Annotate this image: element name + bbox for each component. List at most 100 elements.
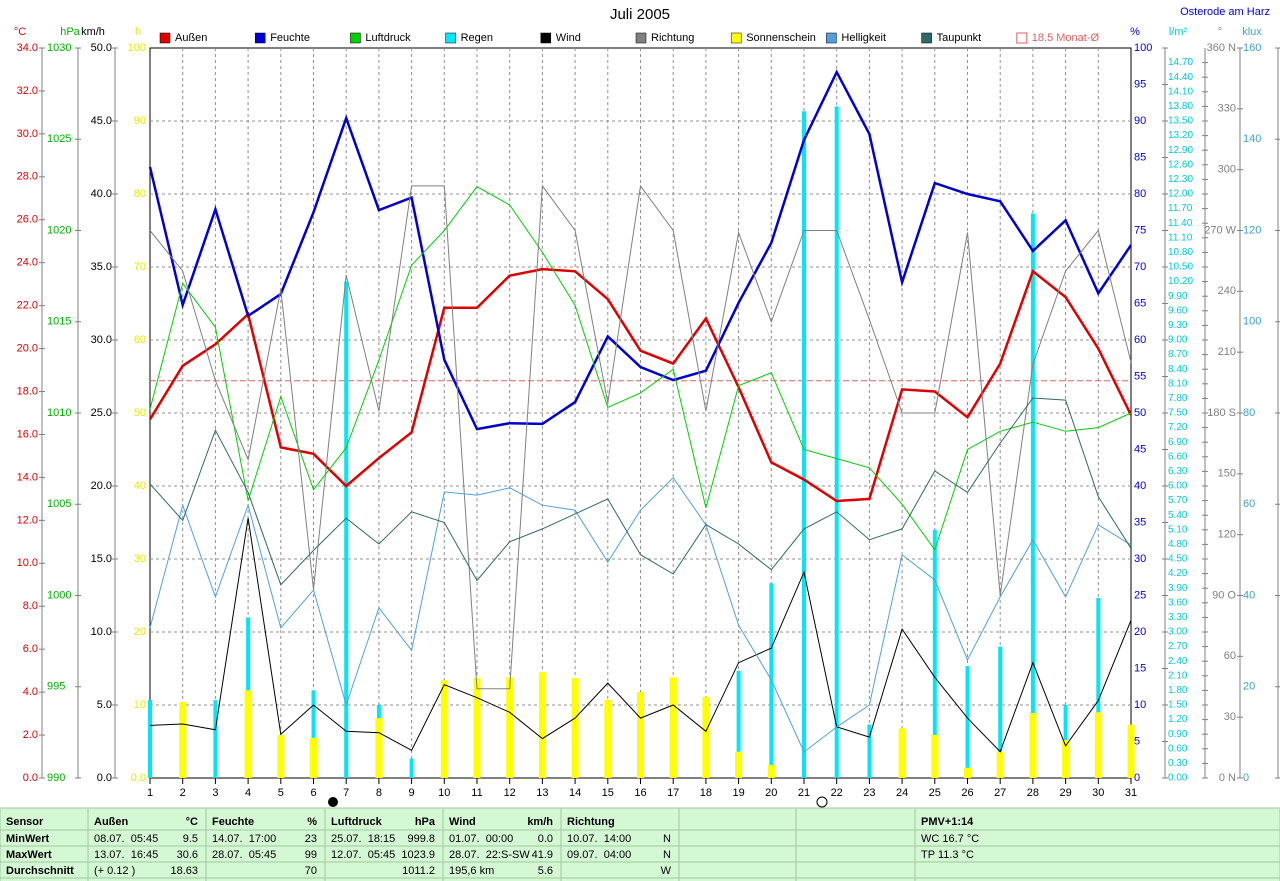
y-tick-label: 0.0 (131, 772, 146, 784)
table-cell: Wind (449, 816, 476, 828)
y-tick-label: 140 (1243, 133, 1261, 145)
y-tick-label: 2.10 (1168, 670, 1188, 681)
y-tick-label: 0.0 (97, 772, 112, 784)
y-tick-label: 1005 (47, 498, 71, 510)
bar (637, 691, 644, 778)
y-tick-label: 10 (134, 699, 146, 711)
bar (1094, 712, 1102, 778)
series-line (148, 69, 1133, 431)
bar (213, 700, 218, 778)
y-tick-label: 2.40 (1168, 656, 1188, 667)
y-tick-label: 35.0 (91, 261, 112, 273)
series-line (149, 186, 1132, 551)
bar (344, 281, 349, 778)
y-tick-label: 4.50 (1168, 554, 1188, 565)
y-tick-label: 1010 (47, 407, 71, 419)
table-cell: 09.07. 04:00 (567, 849, 631, 861)
y-tick-label: 0.60 (1168, 743, 1188, 754)
x-tick-label: 2 (180, 787, 186, 799)
table-cell: 10.07. 14:00 (567, 833, 631, 845)
y-tick-label: 20 (1243, 681, 1255, 693)
table-cell: WC 16.7 °C (921, 833, 979, 845)
moon-full (816, 796, 828, 808)
legend-label: Sonnenschein (746, 32, 816, 44)
y-tick-label: 180 S (1207, 407, 1236, 419)
y-tick-label: 30 (134, 553, 146, 565)
table-cell: 70 (305, 865, 317, 877)
y-tick-label: 0 N (1219, 772, 1236, 784)
y-tick-label: 50 (134, 407, 146, 419)
legend-swatch (159, 32, 171, 44)
legend-swatch (921, 32, 932, 44)
x-tick-label: 15 (602, 787, 614, 799)
table-cell: 18.63 (170, 865, 198, 877)
table-cell: N (663, 849, 671, 861)
y-tick-label: 20 (1134, 626, 1146, 638)
legend-label: Luftdruck (365, 32, 411, 44)
y-tick-label: 270 W (1204, 224, 1236, 236)
table-cell: 01.07. 00:00 (449, 833, 513, 845)
y-tick-label: 10.20 (1168, 276, 1193, 287)
y-tick-label: 9.60 (1168, 305, 1188, 316)
y-tick-label: 2.0 (23, 729, 38, 741)
legend-swatch (635, 32, 647, 44)
bar (1127, 724, 1135, 778)
table-cell: Luftdruck (331, 816, 383, 828)
table-cell: hPa (415, 816, 436, 828)
y-tick-label: 26.0 (17, 214, 38, 226)
x-tick-label: 1 (147, 787, 153, 799)
table-cell: Richtung (567, 816, 615, 828)
legend-label: Helligkeit (841, 32, 886, 44)
y-tick-label: 85 (1134, 151, 1146, 163)
y-tick-label: 13.80 (1168, 101, 1193, 112)
y-tick-label: 95 (1134, 78, 1146, 90)
x-tick-label: 16 (634, 787, 646, 799)
y-tick-label: 6.00 (1168, 481, 1188, 492)
y-tick-label: 40 (1243, 589, 1255, 601)
table-cell: 28.07. 22:S-SW (449, 849, 530, 861)
y-tick-label: 12.00 (1168, 189, 1193, 200)
bar (767, 764, 775, 778)
table-bg (0, 808, 1280, 881)
x-tick-label: 10 (438, 787, 450, 799)
legend-label: Außen (175, 32, 207, 44)
y-tick-label: 14.0 (17, 471, 38, 483)
y-tick-label: 8.0 (23, 600, 38, 612)
bar (735, 751, 743, 778)
x-tick-label: 22 (831, 787, 843, 799)
x-tick-label: 8 (376, 787, 382, 799)
y-tick-label: 12.60 (1168, 159, 1193, 170)
bar (867, 724, 872, 778)
y-tick-label: 1.50 (1168, 700, 1188, 711)
table-cell: 195,6 km (449, 865, 494, 877)
table-cell: N (663, 833, 671, 845)
y-tick-label: 18.0 (17, 385, 38, 397)
y-tick-label: 75 (1134, 224, 1146, 236)
y-tick-label: 90 O (1212, 589, 1236, 601)
table-cell: W (661, 865, 672, 877)
bar (409, 758, 414, 778)
table-cell: 25.07. 18:15 (331, 833, 395, 845)
bar (802, 111, 806, 779)
y-tick-label: 10.0 (17, 557, 38, 569)
y-tick-label: 9.30 (1168, 320, 1188, 331)
y-tick-label: 10 (1134, 699, 1146, 711)
table-cell: Durchschnitt (6, 865, 74, 877)
table-cell: 99 (305, 849, 317, 861)
y-tick-label: 3.60 (1168, 597, 1188, 608)
bar (998, 646, 1003, 778)
y-tick-label: 11.70 (1168, 203, 1193, 214)
table-cell: °C (186, 816, 198, 828)
y-tick-label: 11.40 (1168, 218, 1193, 229)
y-tick-label: 4.20 (1168, 568, 1188, 579)
y-tick-label: 15.0 (91, 553, 112, 565)
y-tick-label: 20.0 (17, 342, 38, 354)
legend-swatch (254, 32, 266, 44)
y-tick-label: 990 (47, 772, 65, 784)
legend-swatch (730, 32, 742, 44)
y-tick-label: 25.0 (91, 407, 112, 419)
series-line (148, 267, 1133, 503)
y-tick-label: 34.0 (17, 42, 38, 54)
bar (702, 696, 710, 778)
